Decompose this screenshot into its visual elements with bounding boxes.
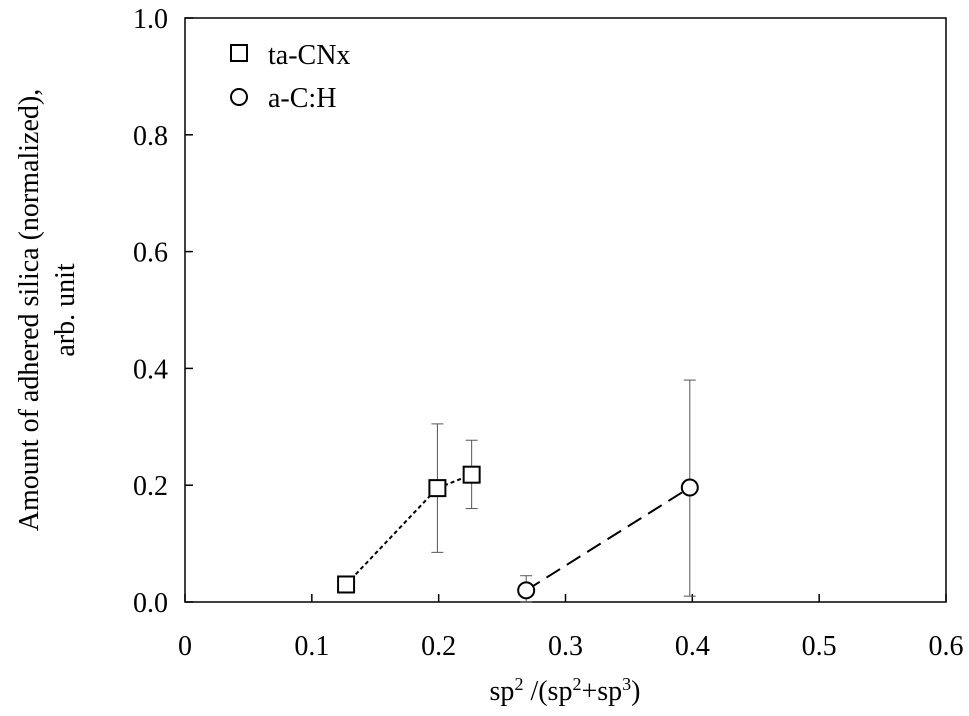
x-tick-label: 0.6 bbox=[929, 631, 964, 662]
y-tick-label: 1.0 bbox=[133, 4, 168, 35]
x-tick-label: 0.4 bbox=[675, 631, 710, 662]
legend-marker-circle bbox=[230, 88, 248, 106]
legend-label-series-1: ta-CNx bbox=[268, 40, 350, 71]
y-axis-title-line2: arb. unit bbox=[50, 263, 81, 357]
y-tick-label: 0.0 bbox=[133, 588, 168, 619]
series-layer bbox=[337, 379, 699, 603]
x-tick-label: 0.1 bbox=[294, 631, 329, 662]
y-tick-label: 0.6 bbox=[133, 238, 168, 269]
x-tick-label: 0.5 bbox=[802, 631, 837, 662]
y-axis-ticks: 0.0 0.2 0.4 0.6 0.8 1.0 bbox=[133, 4, 193, 619]
data-point-square bbox=[337, 575, 356, 594]
legend: ta-CNx a-C:H bbox=[230, 40, 350, 114]
legend-marker-square bbox=[230, 44, 248, 62]
x-tick-label: 0.2 bbox=[421, 631, 456, 662]
y-axis-title-line1: Amount of adhered silica (normalized), bbox=[14, 89, 45, 531]
x-tick-label: 0 bbox=[178, 631, 192, 662]
data-point-circle bbox=[680, 478, 699, 497]
series-1 bbox=[337, 423, 481, 594]
data-point-square bbox=[428, 479, 447, 498]
x-axis-ticks: 0 0.1 0.2 0.3 0.4 0.5 0.6 bbox=[178, 594, 964, 662]
series-line bbox=[345, 473, 473, 586]
series-line bbox=[525, 486, 691, 592]
y-tick-label: 0.2 bbox=[133, 471, 168, 502]
legend-label-series-2: a-C:H bbox=[268, 83, 336, 114]
series-2 bbox=[517, 379, 699, 603]
y-tick-label: 0.8 bbox=[133, 121, 168, 152]
x-tick-label: 0.3 bbox=[548, 631, 583, 662]
data-point-circle bbox=[517, 581, 536, 600]
data-point-square bbox=[462, 465, 481, 484]
y-tick-label: 0.4 bbox=[133, 354, 168, 385]
x-axis-title: sp2 /(sp2+sp3) bbox=[490, 674, 641, 707]
